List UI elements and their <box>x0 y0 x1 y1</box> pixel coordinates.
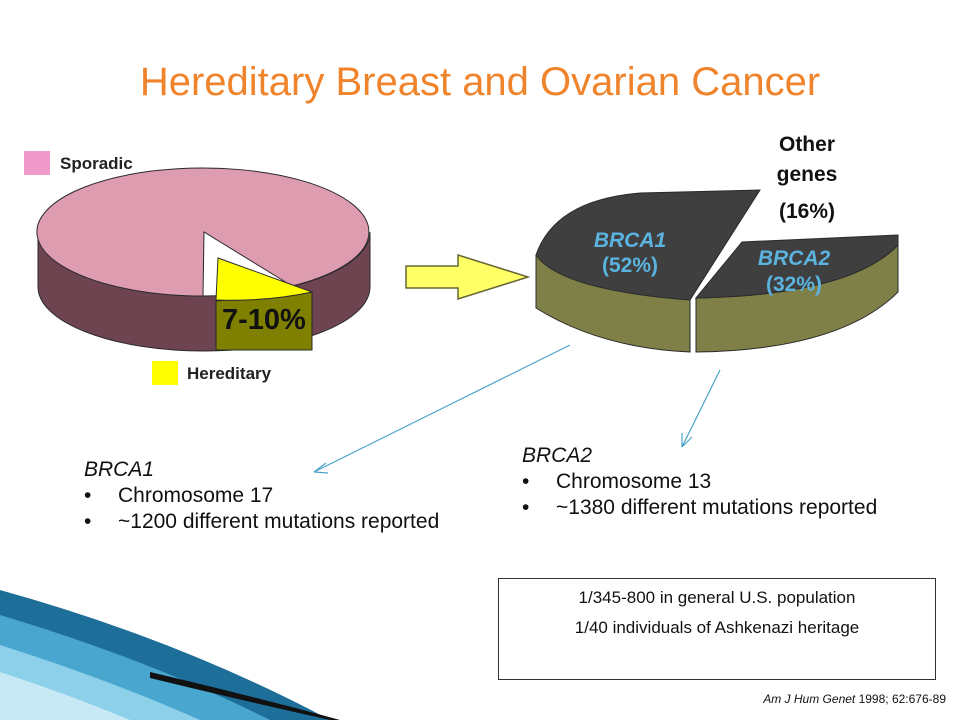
brca2-info-list: Chromosome 13 ~1380 different mutations … <box>522 469 882 521</box>
brca1-info-block: BRCA1 Chromosome 17 ~1200 different muta… <box>84 457 444 535</box>
brca1-info-item: ~1200 different mutations reported <box>84 509 444 535</box>
sporadic-hereditary-pie <box>36 167 371 352</box>
gene-distribution-pie <box>535 189 899 353</box>
brca1-slice-pct: (52%) <box>601 254 659 277</box>
brca1-info-list: Chromosome 17 ~1200 different mutations … <box>84 483 444 535</box>
prevalence-line-us: 1/345-800 in general U.S. population <box>578 588 856 607</box>
arrow-icon <box>405 253 531 301</box>
brca1-slice-top <box>535 189 761 301</box>
brca2-info-item: Chromosome 13 <box>522 469 882 495</box>
brca1-info-heading: BRCA1 <box>84 458 155 481</box>
other-genes-slice-pct: (16%) <box>778 200 836 223</box>
legend-swatch-sporadic <box>24 151 50 175</box>
corner-wave-decoration <box>0 590 340 720</box>
page-title: Hereditary Breast and Ovarian Cancer <box>139 60 821 104</box>
brca2-slice-pct: (32%) <box>765 273 823 296</box>
citation-details: 1998; 62:676-89 <box>855 692 946 706</box>
brca2-slice-label: BRCA2 <box>757 247 831 270</box>
brca1-info-item: Chromosome 17 <box>84 483 444 509</box>
prevalence-box: 1/345-800 in general U.S. population 1/4… <box>498 578 936 680</box>
prevalence-line-ashkenazi: 1/40 individuals of Ashkenazi heritage <box>574 618 860 637</box>
legend-swatch-hereditary <box>152 361 178 385</box>
brca2-info-item: ~1380 different mutations reported <box>522 495 882 521</box>
hereditary-slice-top <box>215 257 314 301</box>
citation: Am J Hum Genet 1998; 62:676-89 <box>763 692 946 706</box>
other-genes-slice-label: Other genes <box>776 133 838 186</box>
brca1-slice-label: BRCA1 <box>593 229 667 252</box>
brca2-info-heading: BRCA2 <box>522 444 593 467</box>
citation-journal: Am J Hum Genet <box>763 692 856 706</box>
legend-label-hereditary: Hereditary <box>187 364 272 383</box>
brca2-info-block: BRCA2 Chromosome 13 ~1380 different muta… <box>522 443 882 521</box>
legend-label-sporadic: Sporadic <box>60 154 133 173</box>
hereditary-slice-label: 7-10% <box>222 304 306 336</box>
brca2-slice-top <box>694 234 899 299</box>
sporadic-slice-top <box>36 167 370 297</box>
pointer-arrows <box>313 344 721 474</box>
